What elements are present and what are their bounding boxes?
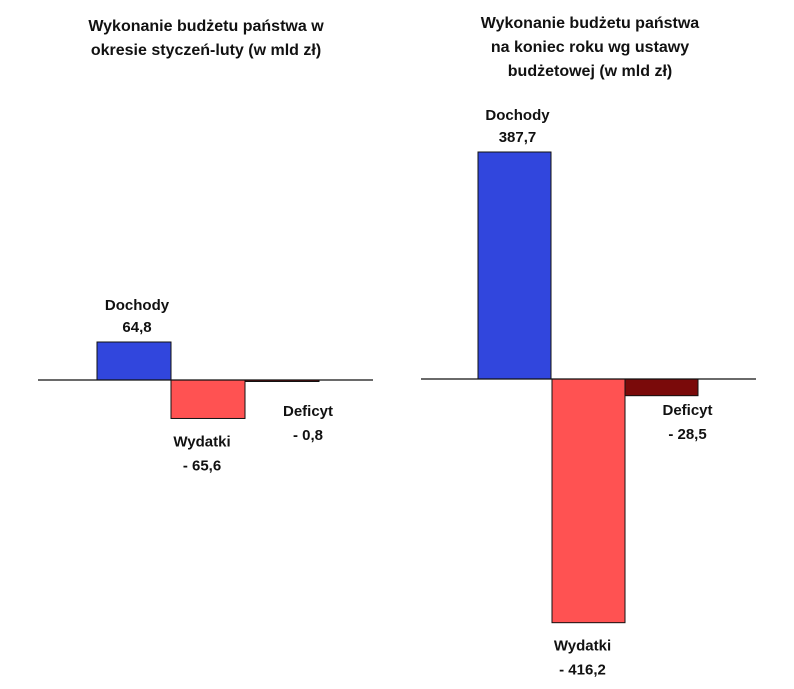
chart-title: Wykonanie budżetu państwa w okresie stycz… [88,18,324,59]
chart-year: Wykonanie budżetu państwa na koniec roku … [421,15,756,679]
bar-dochody [477,151,552,380]
chart-title-line: budżetowej (w mld zł) [508,63,672,80]
bar-wydatki [170,379,246,419]
category-label: Dochody [485,107,550,124]
chart-title-line: na koniec roku wg ustawy [491,39,689,56]
chart-title-line: Wykonanie budżetu państwa w [88,18,324,35]
category-label: Deficyt [283,403,333,420]
bar-deficyt [624,378,699,397]
chart-title-line: Wykonanie budżetu państwa [481,15,700,32]
value-label: 387,7 [499,129,537,146]
value-label: - 28,5 [668,426,706,443]
category-label: Dochody [105,297,170,314]
value-label: - 65,6 [183,457,221,474]
bar-dochody [96,341,172,381]
chart-title-line: okresie styczeń-luty (w mld zł) [91,42,321,59]
value-label: 64,8 [122,319,151,336]
chart-title: Wykonanie budżetu państwa na koniec roku … [481,15,700,80]
category-label: Deficyt [662,402,712,419]
value-label: - 416,2 [559,662,606,679]
value-label: - 0,8 [293,427,323,444]
chart-feb: Wykonanie budżetu państwa w okresie stycz… [38,18,373,474]
bar-wydatki [551,378,626,624]
category-label: Wydatki [173,433,230,450]
category-label: Wydatki [554,638,611,655]
